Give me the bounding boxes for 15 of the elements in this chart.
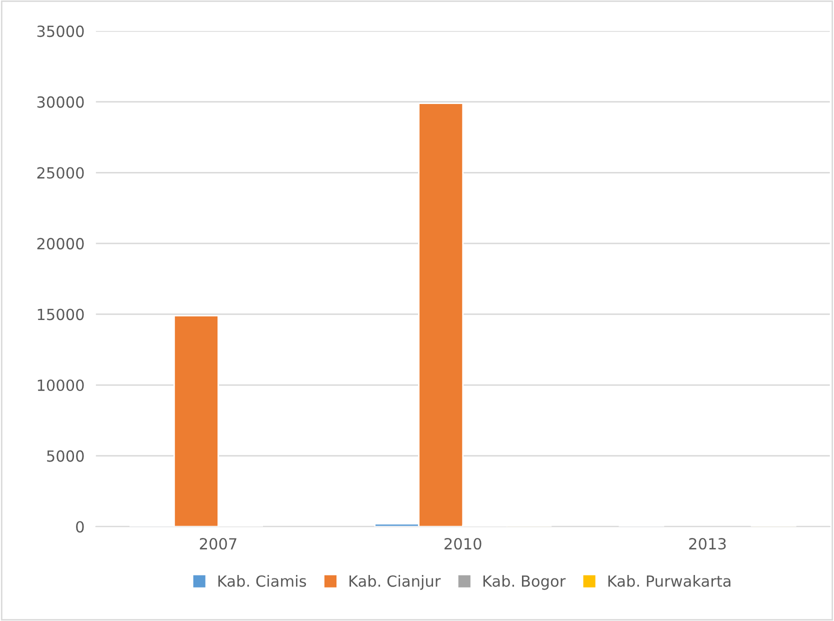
legend-label: Kab. Ciamis <box>218 575 306 587</box>
legend-label: Kab. Cianjur <box>350 575 441 590</box>
y-tick-label: 30000 <box>37 96 84 108</box>
y-tick-label: 5000 <box>47 450 84 462</box>
y-tick-label: 20000 <box>37 238 84 250</box>
x-tick-label: 2007 <box>200 538 236 550</box>
y-tick-label: 0 <box>76 521 84 533</box>
legend-label: Kab. Purwakarta <box>608 575 730 587</box>
legend-label: Kab. Bogor <box>483 575 566 590</box>
x-tick-label: 2010 <box>444 538 482 550</box>
x-tick-label: 2013 <box>689 538 726 550</box>
y-tick-label: 35000 <box>37 26 84 38</box>
y-tick-label: 15000 <box>38 308 84 320</box>
y-tick-label: 25000 <box>37 167 84 179</box>
y-tick-label: 10000 <box>38 379 84 392</box>
